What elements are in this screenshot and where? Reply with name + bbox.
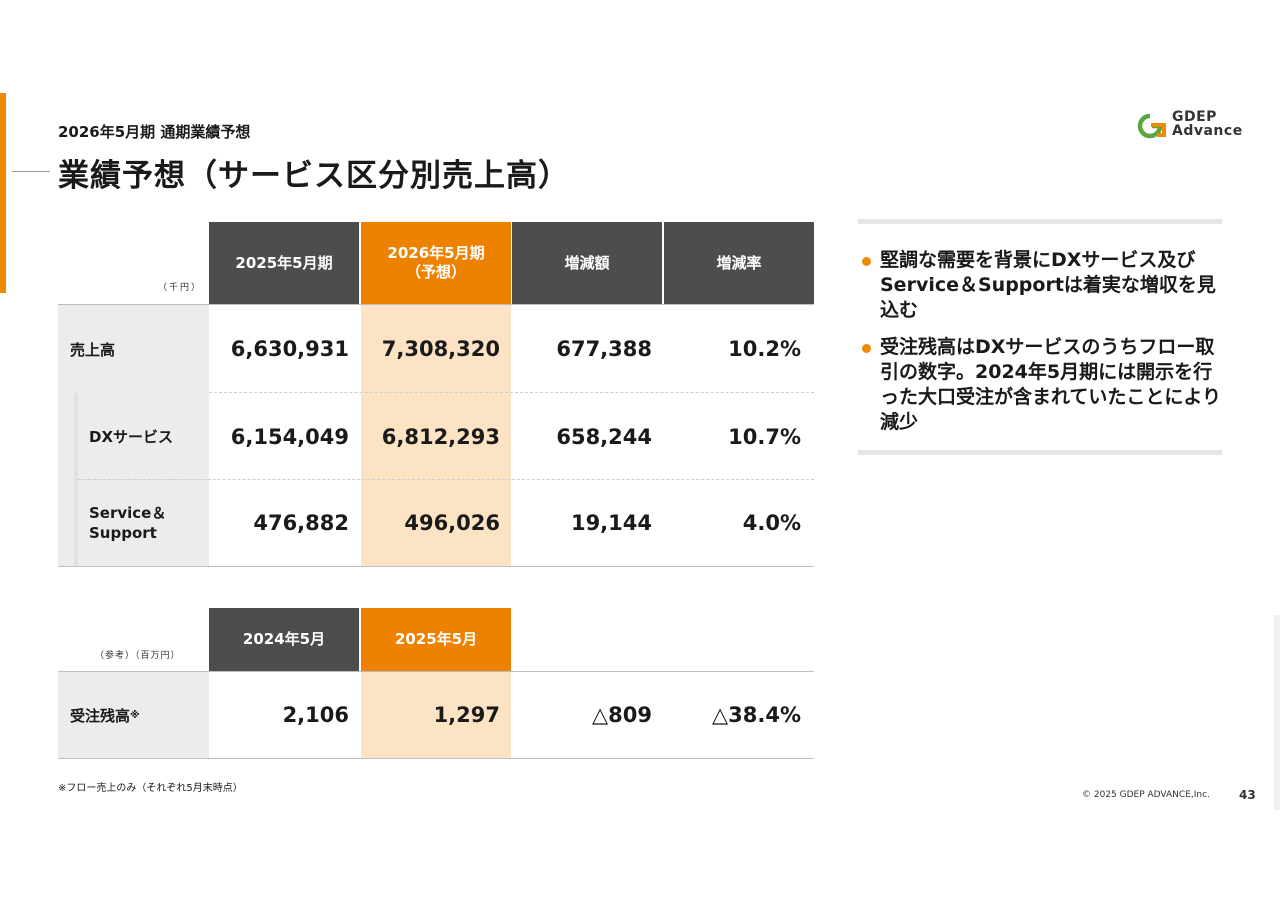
cell-ss-change: 19,144 [570, 511, 652, 535]
cell-backlog-2024: 2,106 [282, 703, 349, 727]
cell-backlog-2025: 1,297 [433, 703, 500, 727]
note-item: 堅調な需要を背景にDXサービス及びService＆Supportは着実な増収を見… [880, 249, 1216, 321]
cell-dx-fy2026: 6,812,293 [381, 424, 500, 449]
backlog-note-mark: ※ [130, 709, 140, 721]
logo-wordmark: GDEP Advance [1172, 110, 1243, 138]
cell-ss-fy2026: 496,026 [404, 511, 500, 535]
col-header-change-rate: 増減率 [664, 222, 814, 304]
col-header-fy2026-line1: 2026年5月期 [387, 244, 485, 262]
table-divider [209, 392, 814, 393]
cell-backlog-rate: △38.4% [711, 703, 801, 727]
page-title: 業績予想（サービス区分別売上高） [58, 158, 570, 194]
forecast-column-highlight [361, 305, 511, 566]
copyright: © 2025 GDEP ADVANCE,Inc. [1082, 790, 1210, 800]
row-label-ss-line2: Support [89, 524, 157, 542]
notes-top-bar [858, 219, 1222, 224]
row-label-dx-text: DXサービス [89, 427, 174, 446]
cell-ss-fy2025: 476,882 [253, 511, 349, 535]
cell-sales-fy2026: 7,308,320 [381, 337, 500, 361]
row-label-sales-text: 売上高 [70, 340, 116, 359]
note-item: 受注残高はDXサービスのうちフロー取引の数字。2024年5月期には開示を行った大… [880, 336, 1222, 433]
footnote: ※フロー売上のみ（それぞれ5月末時点） [58, 783, 243, 794]
page-subtitle: 2026年5月期 通期業績予想 [58, 123, 251, 141]
logo-line1: GDEP [1172, 109, 1217, 125]
ref-col-header-2025: 2025年5月 [361, 608, 511, 671]
notes-bottom-bar [858, 450, 1222, 455]
table-rule [58, 671, 814, 672]
col-header-fy2026: 2026年5月期 （予想） [361, 222, 511, 304]
table-divider [78, 479, 814, 480]
title-rule [12, 171, 50, 172]
ref-unit-label: （参考）（百万円） [95, 651, 181, 661]
edge-strip [1274, 615, 1280, 810]
gdep-logo-icon [1137, 113, 1166, 139]
row-label-service-support: Service＆ Support [78, 480, 209, 566]
bullet-icon [862, 344, 871, 353]
accent-bar [0, 93, 6, 293]
row-label-dx: DXサービス [78, 393, 209, 479]
unit-label: （千円） [158, 283, 203, 293]
row-label-backlog: 受注残高 ※ [58, 672, 209, 758]
logo-line2: Advance [1172, 123, 1243, 139]
cell-backlog-change: △809 [592, 703, 652, 727]
col-header-fy2025: 2025年5月期 [209, 222, 359, 304]
table-rule [58, 304, 814, 305]
row-label-backlog-text: 受注残高 [70, 706, 131, 725]
page-number: 43 [1239, 788, 1256, 802]
cell-sales-change: 677,388 [556, 337, 652, 361]
table-rule [58, 566, 814, 567]
ref-highlight [361, 672, 511, 758]
cell-sales-fy2025: 6,630,931 [230, 337, 349, 361]
ref-col-header-2024: 2024年5月 [209, 608, 359, 671]
cell-ss-rate: 4.0% [742, 511, 801, 535]
row-label-ss-line1: Service＆ [89, 504, 167, 522]
cell-dx-rate: 10.7% [728, 424, 801, 449]
cell-dx-fy2025: 6,154,049 [230, 424, 349, 449]
col-header-fy2026-line2: （予想） [405, 263, 466, 281]
cell-sales-rate: 10.2% [728, 337, 801, 361]
col-header-change-amount: 増減額 [512, 222, 662, 304]
row-label-sales: 売上高 [58, 305, 209, 393]
bullet-icon [862, 257, 871, 266]
cell-dx-change: 658,244 [556, 424, 652, 449]
table-rule [58, 758, 814, 759]
